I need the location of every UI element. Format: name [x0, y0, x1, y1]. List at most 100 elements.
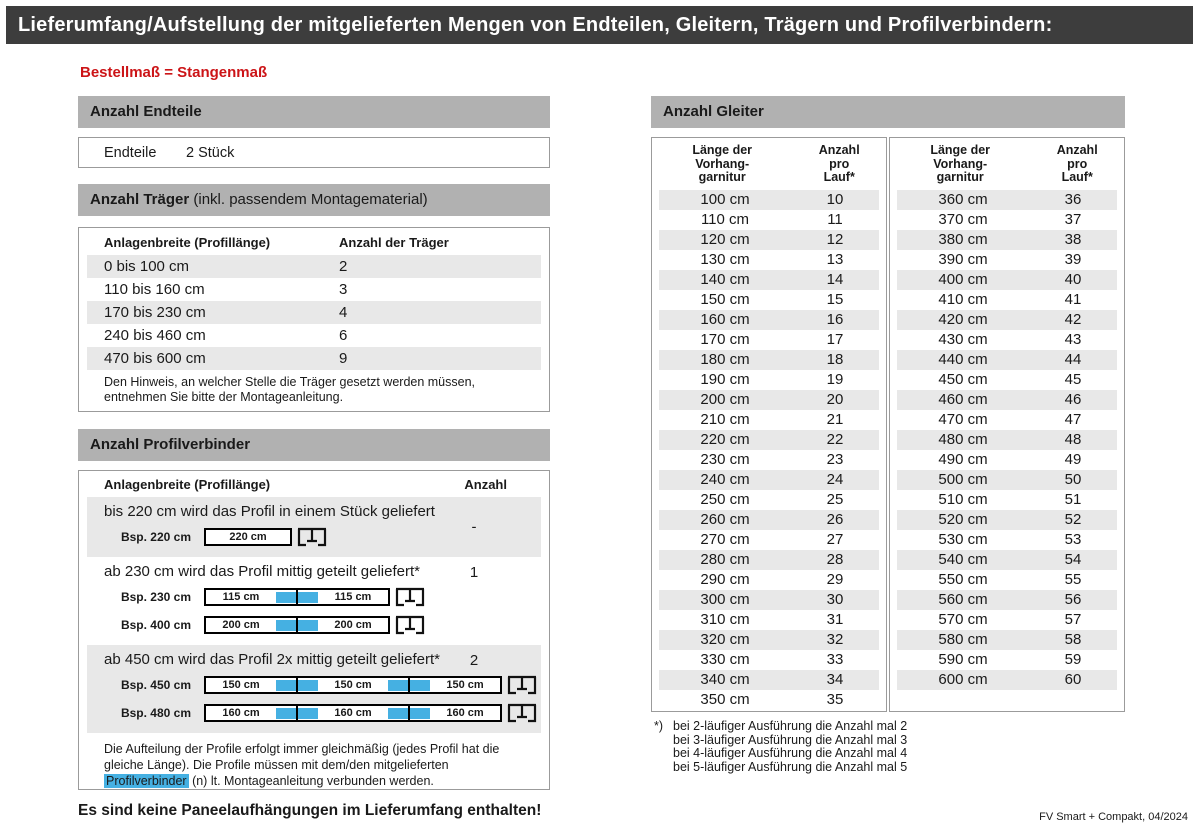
gleiter-count-cell: 54 [1064, 551, 1082, 568]
pv-case-count: 1 [469, 564, 479, 581]
gleiter-row: 460 cm 46 [897, 389, 1117, 410]
gleiter-row: 570 cm 57 [897, 610, 1117, 630]
gleiter-length-cell: 170 cm [700, 331, 750, 348]
profile-segment-label: 115 cm [334, 590, 372, 603]
profile-cross-section-icon [395, 615, 425, 635]
traeger-width-cell: 170 bis 230 cm [104, 304, 206, 321]
gleiter-row: 440 cm 44 [897, 349, 1117, 370]
traeger-width-cell: 110 bis 160 cm [104, 281, 205, 298]
traeger-heading-bold: Anzahl Träger [90, 191, 190, 208]
gleiter-row: 270 cm 27 [659, 530, 879, 550]
gleiter-count-cell: 18 [826, 351, 844, 368]
profile-connector [276, 588, 318, 606]
gleiter-row: 490 cm 49 [897, 450, 1117, 470]
profile-joint-line [296, 616, 298, 634]
gleiter-length-cell: 530 cm [938, 531, 988, 548]
gleiter-count-cell: 45 [1064, 371, 1082, 388]
gleiter-row: 360 cm 36 [897, 189, 1117, 210]
gleiter-count-cell: 30 [826, 591, 844, 608]
gleiter-count-cell: 29 [826, 571, 844, 588]
gleiter-row: 430 cm 43 [897, 330, 1117, 350]
gleiter-length-cell: 160 cm [700, 311, 750, 328]
gleiter-length-cell: 220 cm [700, 431, 750, 448]
endteile-section-heading: Anzahl Endteile [78, 96, 550, 128]
gleiter-length-cell: 310 cm [700, 611, 750, 628]
pv-case: ab 450 cm wird das Profil 2x mittig gete… [87, 645, 541, 733]
profile-cross-section-icon [507, 703, 537, 723]
traeger-width-cell: 0 bis 100 cm [104, 258, 190, 275]
gleiter-count-cell: 26 [826, 511, 844, 528]
gleiter-count-cell: 15 [826, 291, 844, 308]
left-column: Anzahl Endteile Endteile 2 Stück Anzahl … [78, 96, 550, 820]
gleiter-left-rows: 100 cm 10 110 cm 11 120 cm 12 130 cm 13 140 cm 14… [652, 189, 886, 710]
traeger-row: 0 bis 100 cm 2 [87, 255, 541, 278]
gleiter-row: 550 cm 55 [897, 570, 1117, 590]
gleiter-count-cell: 50 [1064, 471, 1082, 488]
gleiter-row: 140 cm 14 [659, 269, 879, 290]
pv-case-description: ab 230 cm wird das Profil mittig geteilt… [104, 563, 420, 580]
pv-cases: bis 220 cm wird das Profil in einem Stüc… [79, 497, 549, 733]
gleiter-row: 520 cm 52 [897, 509, 1117, 530]
gleiter-count-cell: 55 [1064, 571, 1082, 588]
gleiter-count-cell: 43 [1064, 331, 1082, 348]
profilverbinder-table-header: Anlagenbreite (Profillänge) Anzahl [79, 472, 549, 497]
pv-note-part1: Die Aufteilung der Profile erfolgt immer… [104, 742, 500, 772]
pv-example-row: Bsp. 220 cm 220 cm [104, 525, 541, 549]
gleiter-table-right: Länge der Vorhang- garnitur Anzahl pro L… [889, 137, 1125, 712]
pv-example-row: Bsp. 450 cm 150 cm 150 cm 150 cm [104, 673, 541, 697]
gleiter-row: 390 cm 39 [897, 250, 1117, 270]
connector-left-half [276, 707, 297, 719]
gleiter-row: 500 cm 50 [897, 469, 1117, 490]
profilverbinder-section-heading: Anzahl Profilverbinder [78, 429, 550, 461]
gleiter-row: 480 cm 48 [897, 429, 1117, 450]
gleiter-length-cell: 300 cm [700, 591, 750, 608]
profile-cross-section-icon [297, 527, 327, 547]
connector-left-half [388, 679, 409, 691]
profile-bar-diagram: 150 cm 150 cm 150 cm [204, 676, 502, 694]
document-footer: FV Smart + Compakt, 04/2024 [1039, 811, 1188, 823]
gleiter-count-cell: 39 [1064, 251, 1082, 268]
gleiter-length-cell: 190 cm [700, 371, 750, 388]
gleiter-length-cell: 400 cm [938, 271, 988, 288]
profilverbinder-col1-header: Anlagenbreite (Profillänge) [104, 477, 271, 492]
traeger-section-heading: Anzahl Träger (inkl. passendem Montagema… [78, 184, 550, 216]
gleiter-row: 310 cm 31 [659, 610, 879, 630]
gleiter-row: 110 cm 11 [659, 210, 879, 230]
gleiter-count-cell: 40 [1064, 271, 1082, 288]
gleiter-length-cell: 450 cm [938, 371, 988, 388]
profile-bar-diagram: 160 cm 160 cm 160 cm [204, 704, 502, 722]
profile-segment-label: 160 cm [222, 706, 260, 719]
gleiter-length-cell: 320 cm [700, 631, 750, 648]
profile-segment-label: 200 cm [222, 618, 260, 631]
pv-case-description: bis 220 cm wird das Profil in einem Stüc… [104, 503, 435, 520]
profile-segment-label: 150 cm [446, 678, 484, 691]
gleiter-length-cell: 120 cm [700, 231, 750, 248]
traeger-table: Anlagenbreite (Profillänge) Anzahl der T… [78, 227, 550, 412]
connector-right-half [297, 707, 318, 719]
gleiter-count-cell: 33 [826, 651, 844, 668]
gleiter-length-cell: 370 cm [938, 211, 988, 228]
gleiter-count-cell: 12 [826, 231, 844, 248]
gleiter-length-cell: 100 cm [700, 191, 750, 208]
footnote-line: bei 4-läufiger Ausführung die Anzahl mal… [673, 746, 908, 760]
connector-right-half [409, 679, 430, 691]
connector-left-half [276, 679, 297, 691]
traeger-count-cell: 6 [339, 327, 348, 344]
order-size-note: Bestellmaß = Stangenmaß [80, 64, 268, 81]
gleiter-count-cell: 37 [1064, 211, 1082, 228]
profile-connector [276, 676, 318, 694]
gleiter-length-cell: 250 cm [700, 491, 750, 508]
endteile-label: Endteile [104, 144, 157, 161]
gleiter-row: 510 cm 51 [897, 490, 1117, 510]
pv-example-row: Bsp. 400 cm 200 cm 200 cm [104, 613, 541, 637]
profile-connector [388, 676, 430, 694]
gleiter-row: 560 cm 56 [897, 589, 1117, 610]
profile-bar-diagram: 220 cm [204, 528, 292, 546]
traeger-row: 170 bis 230 cm 4 [87, 301, 541, 324]
gleiter-length-cell: 380 cm [938, 231, 988, 248]
page-title: Lieferumfang/Aufstellung der mitgeliefer… [6, 6, 1193, 44]
gleiter-count-cell: 58 [1064, 631, 1082, 648]
gleiter-count-cell: 27 [826, 531, 844, 548]
pv-example-label: Bsp. 450 cm [120, 678, 191, 692]
footnotes: *) bei 2-läufiger Ausführung die Anzahl … [651, 719, 1125, 774]
